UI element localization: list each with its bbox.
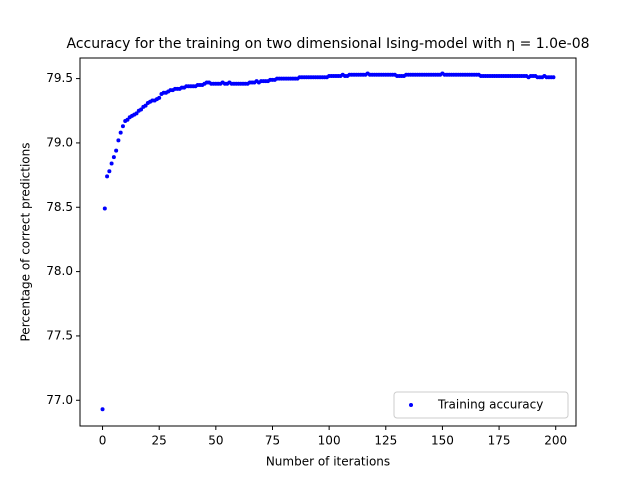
data-point [116,138,121,143]
data-point [134,111,139,116]
data-point [125,117,130,122]
y-tick-label: 77.5 [46,328,73,342]
x-tick-label: 50 [208,434,223,448]
x-tick-label: 175 [488,434,511,448]
legend-label: Training accuracy [437,398,543,412]
legend-box [393,391,569,419]
x-tick-label: 150 [431,434,454,448]
data-point [120,124,125,129]
axes-frame [79,57,577,427]
data-point [111,155,116,160]
data-point [105,174,110,179]
x-axis-label: Number of iterations [266,455,390,469]
data-point [109,161,114,166]
data-point [100,407,105,412]
y-tick-label: 77.0 [46,393,73,407]
y-tick-label: 78.0 [46,264,73,278]
data-point [551,75,556,80]
x-tick-label: 125 [374,434,397,448]
data-point [143,103,148,108]
x-tick-label: 100 [318,434,341,448]
x-tick-label: 200 [544,434,567,448]
data-point [157,95,162,100]
legend: Training accuracy [393,391,569,419]
x-tick-label: 25 [152,434,167,448]
y-tick-label: 79.0 [46,135,73,149]
data-point [107,169,112,174]
legend-marker [409,403,413,407]
y-tick-label: 79.5 [46,71,73,85]
y-tick-label: 78.5 [46,200,73,214]
data-point [114,148,119,153]
data-point [102,206,107,211]
x-tick-label: 75 [265,434,280,448]
x-tick-label: 0 [99,434,107,448]
plot-area [100,71,556,412]
data-point [118,130,123,135]
y-axis-label: Percentage of correct predictions [19,143,33,342]
data-point [139,107,144,112]
chart-title: Accuracy for the training on two dimensi… [66,36,589,52]
